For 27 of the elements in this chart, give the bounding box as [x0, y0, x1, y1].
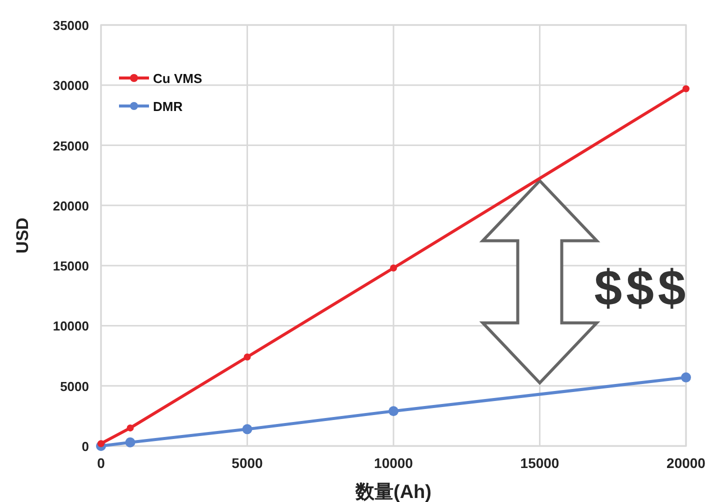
y-tick-label: 35000 — [52, 18, 89, 33]
y-tick-label: 5000 — [60, 378, 89, 394]
x-tick-label: 10000 — [374, 455, 414, 471]
x-tick-label: 15000 — [520, 455, 560, 471]
point — [242, 424, 252, 434]
annotation: $$$ — [594, 260, 690, 316]
point — [98, 440, 104, 448]
legend-label: DMR — [153, 99, 184, 114]
y-tick-label: 25000 — [52, 138, 89, 154]
x-tick-label: 20000 — [666, 455, 706, 471]
point — [390, 264, 397, 272]
x-tick-label: 0 — [97, 455, 106, 471]
point — [126, 424, 134, 432]
legend-label: Cu VMS — [153, 71, 202, 86]
y-tick-label: 30000 — [52, 78, 89, 94]
y-tick-label: 15000 — [52, 258, 89, 274]
point — [244, 353, 251, 360]
point — [125, 437, 136, 448]
point — [682, 85, 690, 92]
y-tick-label: 0 — [82, 439, 89, 454]
x-axis-title: 数量(Ah) — [354, 482, 432, 502]
y-tick-label: 10000 — [52, 318, 89, 334]
point — [681, 372, 691, 382]
x-tick-label: 5000 — [232, 455, 264, 471]
point — [388, 406, 398, 416]
y-axis-title: USD — [13, 218, 32, 254]
y-tick-label: 20000 — [52, 198, 89, 214]
